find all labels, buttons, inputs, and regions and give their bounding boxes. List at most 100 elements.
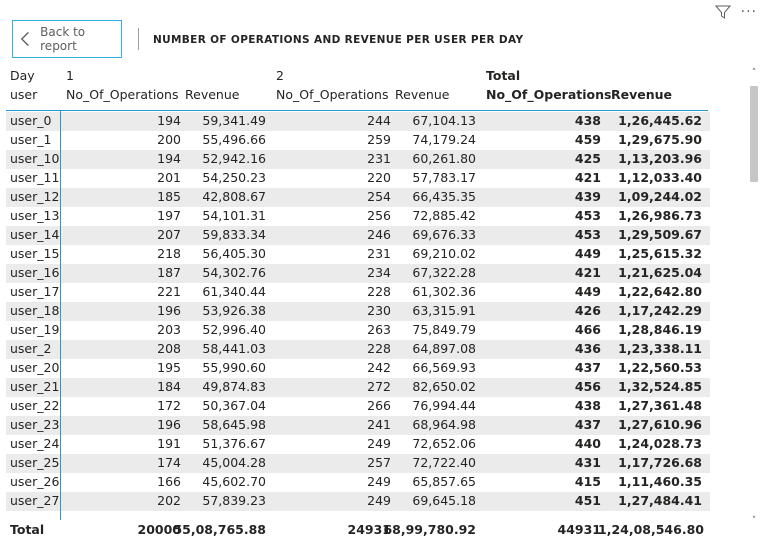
operations-2-cell: 231 [367,246,391,261]
table-row[interactable]: user_17 221 61,340.44 228 61,302.36 449 1,22,6… [6,283,710,302]
operations-2-cell: 249 [367,474,391,489]
table-row[interactable]: user_15 218 56,405.30 231 69,210.02 449 1,25,6… [6,245,710,264]
operations-total-cell: 459 [574,132,601,147]
column-header-operations-2[interactable]: No_Of_Operations [276,87,389,102]
user-cell: user_23 [10,417,60,432]
operations-total-cell: 453 [574,227,601,242]
user-cell: user_15 [10,246,60,261]
revenue-total-cell: 1,25,615.32 [618,246,702,261]
table-row[interactable]: user_0 194 59,341.49 244 67,104.13 438 1,26,44… [6,112,710,131]
operations-1-cell: 221 [157,284,181,299]
revenue-2-cell: 67,104.13 [412,113,476,128]
table-row[interactable]: user_14 207 59,833.34 246 69,676.33 453 1,29,5… [6,226,710,245]
table-row[interactable]: user_20 195 55,990.60 242 66,569.93 437 1,22,5… [6,359,710,378]
table-row[interactable]: user_27 202 57,839.23 249 69,645.18 451 1,27,4… [6,492,710,511]
operations-total-cell: 439 [574,189,601,204]
user-cell: user_11 [10,170,60,185]
column-group-total[interactable]: Total [486,68,521,83]
table-row[interactable]: user_23 196 58,645.98 241 68,964.98 437 1,27,6… [6,416,710,435]
operations-2-cell: 259 [367,132,391,147]
row-header-day[interactable]: Day [10,68,35,83]
operations-1-cell: 207 [157,227,181,242]
operations-1-cell: 184 [157,379,181,394]
revenue-1-cell: 50,367.04 [202,398,266,413]
table-row[interactable]: user_12 185 42,808.67 254 66,435.35 439 1,09,2… [6,188,710,207]
column-group-2[interactable]: 2 [276,68,284,83]
operations-1-cell: 174 [157,455,181,470]
user-cell: user_10 [10,151,60,166]
table-row[interactable]: user_19 203 52,996.40 263 75,849.79 466 1,28,8… [6,321,710,340]
revenue-total-cell: 1,27,484.41 [618,493,702,508]
table-row[interactable]: user_1 200 55,496.66 259 74,179.24 459 1,29,67… [6,131,710,150]
revenue-1-cell: 61,340.44 [202,284,266,299]
table-row[interactable]: user_24 191 51,376.67 249 72,652.06 440 1,24,0… [6,435,710,454]
table-row[interactable]: user_22 172 50,367.04 266 76,994.44 438 1,27,3… [6,397,710,416]
matrix-body: user_0 194 59,341.49 244 67,104.13 438 1,26,44… [0,112,710,516]
page-title: NUMBER OF OPERATIONS AND REVENUE PER USE… [153,34,524,46]
operations-total-cell: 438 [574,398,601,413]
operations-total-cell: 436 [574,341,601,356]
table-row[interactable]: user_13 197 54,101.31 256 72,885.42 453 1,26,9… [6,207,710,226]
user-cell: user_27 [10,493,60,508]
table-row[interactable]: user_2 208 58,441.03 228 64,897.08 436 1,23,33… [6,340,710,359]
column-header-operations-total[interactable]: No_Of_Operations [486,87,612,102]
operations-1-cell: 196 [157,303,181,318]
revenue-total-cell: 1,24,028.73 [618,436,702,451]
revenue-total-cell: 1,21,625.04 [618,265,702,280]
revenue-total-cell: 1,17,726.68 [618,455,702,470]
header-divider [138,28,139,50]
total-label: Total [10,522,45,537]
operations-1-cell: 187 [157,265,181,280]
operations-2-cell: 249 [367,436,391,451]
revenue-2-cell: 69,210.02 [412,246,476,261]
revenue-1-cell: 51,376.67 [202,436,266,451]
operations-1-cell: 208 [157,341,181,356]
row-header-separator [60,110,61,538]
chevron-up-icon[interactable]: ˄ [751,68,757,78]
revenue-1-cell: 58,441.03 [202,341,266,356]
total-row: Total 20000 55,08,765.88 24931 68,99,780… [6,520,710,540]
table-row[interactable]: user_25 174 45,004.28 257 72,722.40 431 1,17,7… [6,454,710,473]
table-row[interactable]: user_11 201 54,250.23 220 57,783.17 421 1,12,0… [6,169,710,188]
column-header-operations-1[interactable]: No_Of_Operations [66,87,179,102]
operations-2-cell: 246 [367,227,391,242]
column-header-revenue-1[interactable]: Revenue [185,87,240,102]
revenue-total-cell: 1,12,033.40 [618,170,702,185]
table-row[interactable]: user_16 187 54,302.76 234 67,322.28 421 1,21,6… [6,264,710,283]
operations-1-cell: 197 [157,208,181,223]
vertical-scrollbar[interactable]: ˄ ˅ [749,66,759,526]
revenue-total-cell: 1,32,524.85 [618,379,702,394]
column-group-1[interactable]: 1 [66,68,74,83]
more-options-icon[interactable]: ··· [740,4,757,20]
operations-2-cell: 256 [367,208,391,223]
filter-icon[interactable] [714,4,731,20]
table-row[interactable]: user_10 194 52,942.16 231 60,261.80 425 1,13,2… [6,150,710,169]
operations-2-cell: 254 [367,189,391,204]
operations-total-cell: 449 [574,284,601,299]
revenue-2-cell: 72,652.06 [412,436,476,451]
table-row[interactable]: user_26 166 45,602.70 249 65,857.65 415 1,11,4… [6,473,710,492]
revenue-total-cell: 1,22,560.53 [618,360,702,375]
back-to-report-button[interactable]: Back to report [12,20,122,58]
row-header-user[interactable]: user [10,87,38,102]
column-header-revenue-total[interactable]: Revenue [611,87,673,102]
revenue-1-cell: 52,996.40 [202,322,266,337]
table-row[interactable]: user_18 196 53,926.38 230 63,315.91 426 1,17,2… [6,302,710,321]
operations-2-cell: 249 [367,493,391,508]
operations-total-cell: 426 [574,303,601,318]
revenue-1-cell: 59,341.49 [202,113,266,128]
revenue-2-cell: 66,435.35 [412,189,476,204]
scroll-thumb[interactable] [750,86,758,182]
operations-2-cell: 231 [367,151,391,166]
operations-total-cell: 451 [574,493,601,508]
column-header-revenue-2[interactable]: Revenue [395,87,450,102]
chevron-down-icon[interactable]: ˅ [751,516,757,526]
revenue-1-cell: 54,101.31 [202,208,266,223]
user-cell: user_17 [10,284,60,299]
operations-2-cell: 241 [367,417,391,432]
revenue-2-cell: 69,645.18 [412,493,476,508]
revenue-1-cell: 59,833.34 [202,227,266,242]
operations-1-cell: 172 [157,398,181,413]
total-operations-1: 20000 [137,522,182,537]
table-row[interactable]: user_21 184 49,874.83 272 82,650.02 456 1,32,5… [6,378,710,397]
